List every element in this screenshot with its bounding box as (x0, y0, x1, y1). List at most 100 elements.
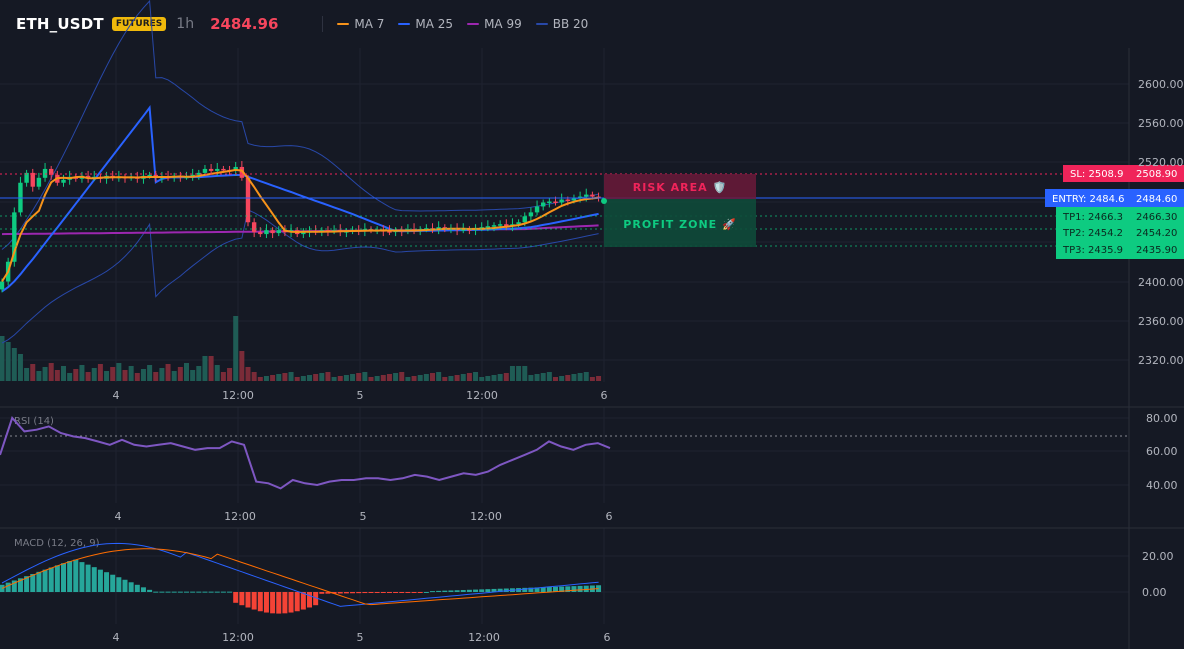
volume-bar (393, 373, 399, 381)
volume-bar (208, 356, 214, 381)
macd-hist-bar (79, 562, 85, 592)
macd-hist-bar (356, 592, 362, 594)
macd-hist-bar (399, 592, 405, 593)
volume-bar (245, 367, 251, 381)
macd-hist-bar (534, 587, 540, 592)
macd-hist-bar (393, 592, 399, 593)
time-tick: 4 (113, 389, 120, 402)
macd-hist-bar (294, 592, 300, 612)
price-tick: 2560.00 (1138, 117, 1184, 130)
volume-bar (128, 366, 134, 381)
tp-label-box (1056, 207, 1184, 259)
macd-hist-bar (571, 586, 577, 592)
time-axis-main[interactable]: 4 12:00 5 12:00 6 (113, 389, 608, 402)
volume-bar (73, 369, 79, 381)
candle-body (541, 202, 546, 207)
macd-hist-bar (5, 582, 11, 592)
price-tick: 2320.00 (1138, 354, 1184, 367)
risk-area-zone[interactable] (604, 174, 756, 199)
sl-label-left: SL: 2508.9 (1070, 169, 1123, 180)
volume-bar (491, 375, 497, 381)
profit-zone[interactable] (604, 199, 756, 247)
macd-tick: 20.00 (1142, 550, 1174, 563)
macd-hist-bar (380, 592, 386, 593)
time-tick: 12:00 (224, 510, 256, 523)
macd-hist-bar (448, 590, 454, 592)
time-axis-rsi[interactable]: 4 12:00 5 12:00 6 (115, 510, 613, 523)
volume-bar (337, 376, 343, 381)
macd-hist-bar (270, 592, 276, 614)
chart-grid (0, 48, 1129, 624)
volume-bar (140, 369, 146, 381)
ma7-label: MA 7 (354, 17, 385, 31)
volume-bar (448, 376, 454, 381)
macd-hist-bar (257, 592, 263, 612)
volume-bar (362, 372, 368, 381)
macd-hist-bar (140, 587, 146, 592)
volume-bar (460, 374, 466, 381)
macd-hist-bar (577, 585, 583, 592)
interval-label[interactable]: 1h (176, 16, 195, 32)
legend-bb20[interactable]: BB 20 (535, 17, 588, 31)
volume-bar (153, 372, 159, 381)
volume-bar (583, 372, 589, 381)
volume-bar (516, 366, 522, 381)
candle-body (208, 168, 214, 171)
candle-body (61, 179, 66, 183)
legend-ma99[interactable]: MA 99 (467, 17, 522, 31)
time-tick: 5 (357, 631, 364, 644)
macd-hist-bar (48, 567, 54, 592)
macd-axis[interactable]: 20.00 0.00 (1142, 550, 1174, 599)
volume-bar (546, 372, 552, 381)
volume-bar (540, 373, 546, 381)
rsi-axis[interactable]: 80.00 60.00 40.00 (1146, 412, 1178, 492)
volume-bar (485, 376, 491, 381)
volume-bar (522, 366, 528, 381)
macd-hist-bar (405, 592, 411, 593)
candle-body (553, 201, 558, 204)
volume-bar (417, 375, 423, 381)
macd-hist-bar (233, 592, 239, 603)
volume-bar (116, 363, 122, 381)
time-tick: 12:00 (468, 631, 500, 644)
macd-hist-bar (17, 578, 23, 592)
volume-bar (577, 373, 583, 381)
legend-ma25[interactable]: MA 25 (398, 17, 453, 31)
legend-ma7[interactable]: MA 7 (337, 17, 384, 31)
rsi-tick: 80.00 (1146, 412, 1178, 425)
tp2-label-left: TP2: 2454.2 (1062, 228, 1123, 239)
volume-bar (171, 371, 177, 381)
macd-hist-bar (54, 565, 60, 592)
volume-bar (559, 376, 565, 381)
volume-bar (184, 363, 189, 381)
time-tick: 6 (601, 389, 608, 402)
macd-hist-bar (485, 589, 491, 592)
macd-hist-bar (251, 592, 257, 610)
rsi-tick: 60.00 (1146, 445, 1178, 458)
time-axis-macd[interactable]: 4 12:00 5 12:00 6 (113, 631, 611, 644)
rsi-line (0, 416, 611, 490)
volume-bar (596, 376, 602, 381)
volume-bar (350, 374, 356, 381)
volume-bar (91, 368, 97, 381)
ma7-swatch (337, 23, 350, 25)
macd-hist-bar (307, 592, 312, 608)
macd-hist-bar (110, 574, 116, 592)
candle-body (522, 216, 527, 223)
macd-hist-bar (61, 563, 66, 592)
volume-bar (67, 373, 73, 381)
symbol-name[interactable]: ETH_USDT (16, 15, 104, 33)
candle-body (559, 199, 564, 203)
macd-tick: 0.00 (1142, 586, 1167, 599)
price-axis[interactable]: 2600.00 2560.00 2520.00 2400.00 2360.00 … (1138, 78, 1184, 367)
macd-hist-bar (73, 559, 79, 592)
tp2-label-right: 2454.20 (1136, 228, 1177, 239)
time-tick: 12:00 (470, 510, 502, 523)
candle-body (534, 206, 540, 213)
price-tick: 2400.00 (1138, 276, 1184, 289)
bb-lower-band (1, 209, 599, 344)
macd-hist-bar (454, 590, 460, 592)
macd-hist-bar (85, 564, 91, 592)
candle-body (196, 172, 201, 175)
